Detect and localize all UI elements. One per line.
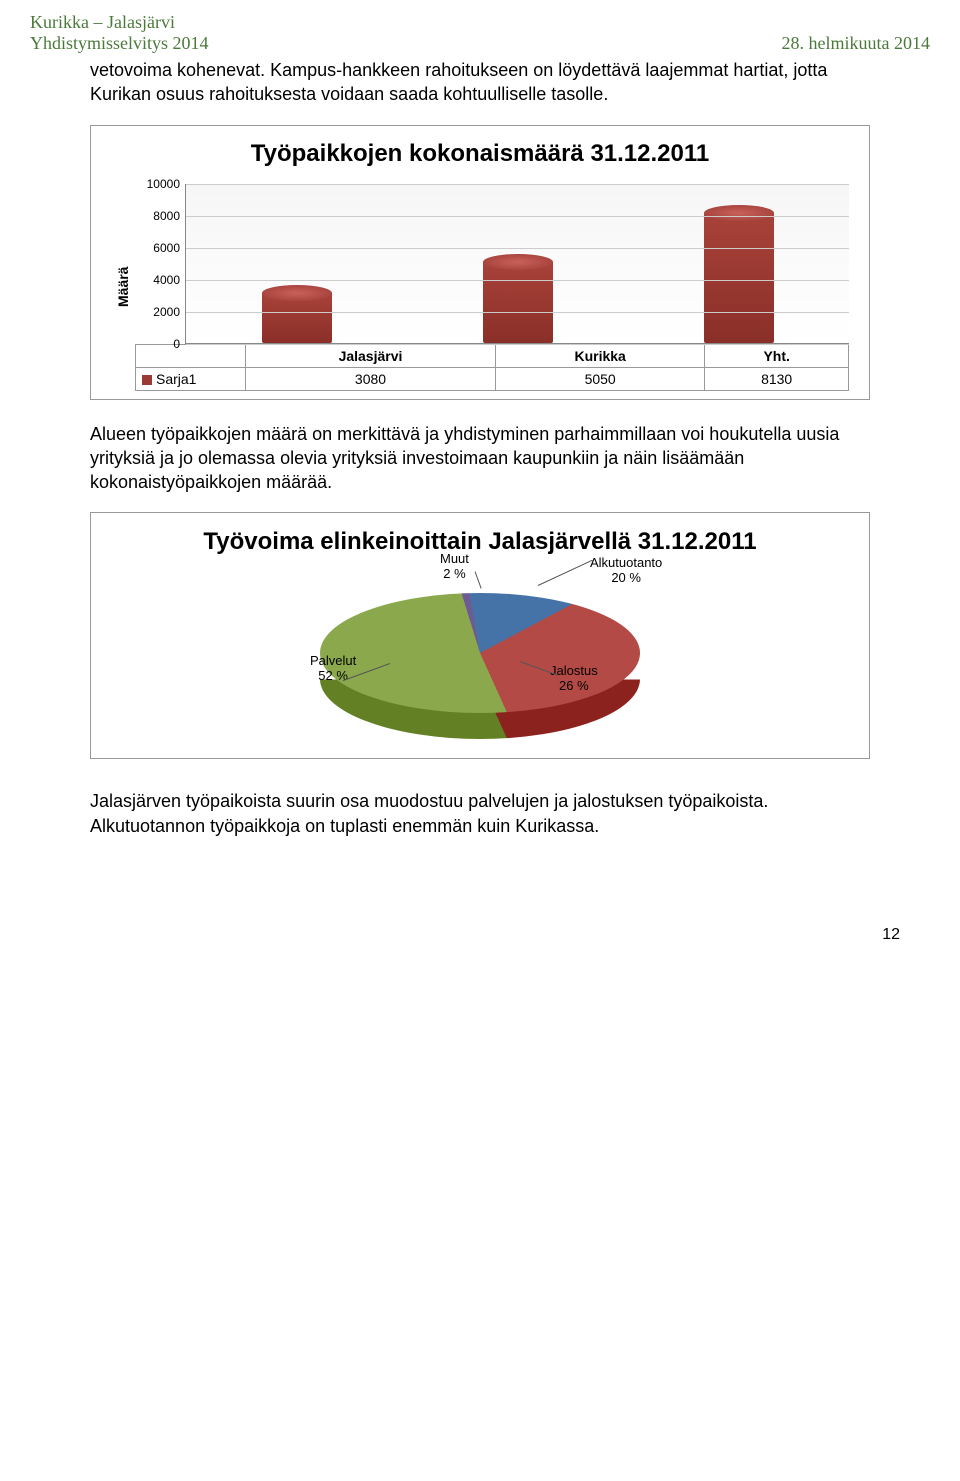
paragraph-1: vetovoima kohenevat. Kampus-hankkeen rah… — [90, 58, 870, 107]
bar-chart-box: Työpaikkojen kokonaismäärä 31.12.2011 Mä… — [90, 125, 870, 400]
pie-slice-label: Muut2 % — [440, 551, 469, 581]
pie-slice-label: Jalostus26 % — [550, 663, 598, 693]
bar — [483, 262, 553, 343]
page-content: vetovoima kohenevat. Kampus-hankkeen rah… — [0, 58, 960, 896]
pie-face — [320, 593, 640, 713]
pie-chart-box: Työvoima elinkeinoittain Jalasjärvellä 3… — [90, 512, 870, 759]
gridline — [186, 280, 849, 281]
column-header: Yht. — [705, 344, 849, 367]
table-row: Sarja1 308050508130 — [136, 367, 849, 390]
ytick-label: 4000 — [153, 273, 186, 287]
bar — [704, 213, 774, 343]
header-left-line1: Kurikka – Jalasjärvi — [30, 12, 209, 33]
header-date: 28. helmikuuta 2014 — [782, 33, 930, 53]
bar-chart-data-table: JalasjärviKurikkaYht. Sarja1 30805050813… — [135, 344, 849, 391]
bar — [262, 293, 332, 342]
series-name: Sarja1 — [156, 371, 196, 387]
pie-chart: Alkutuotanto20 %Jalostus26 %Palvelut52 %… — [111, 573, 849, 718]
bar-chart-title: Työpaikkojen kokonaismäärä 31.12.2011 — [111, 140, 849, 168]
gridline — [186, 216, 849, 217]
gridline — [186, 184, 849, 185]
paragraph-3: Jalasjärven työpaikoista suurin osa muod… — [90, 789, 870, 838]
paragraph-2: Alueen työpaikkojen määrä on merkittävä … — [90, 422, 870, 495]
gridline — [186, 312, 849, 313]
bar-chart: 0200040006000800010000 JalasjärviKurikka… — [135, 184, 849, 391]
ytick-label: 10000 — [147, 177, 186, 191]
pie-slice-label: Palvelut52 % — [310, 653, 356, 683]
ytick-label: 0 — [173, 337, 186, 351]
pie-leader-line — [475, 572, 482, 589]
header-right: 28. helmikuuta 2014 — [782, 33, 930, 54]
pie-slice-label: Alkutuotanto20 % — [590, 555, 662, 585]
column-header: Kurikka — [495, 344, 704, 367]
cell-value: 8130 — [705, 367, 849, 390]
gridline — [186, 344, 849, 345]
bar-chart-yaxis-label: Määrä — [111, 207, 135, 367]
bar-chart-plot-area: 0200040006000800010000 — [185, 184, 849, 344]
cell-value: 3080 — [246, 367, 496, 390]
page-header: Kurikka – Jalasjärvi Yhdistymisselvitys … — [0, 0, 960, 58]
pie-3d: Alkutuotanto20 %Jalostus26 %Palvelut52 %… — [320, 593, 640, 713]
cell-value: 5050 — [495, 367, 704, 390]
gridline — [186, 248, 849, 249]
header-left-line2: Yhdistymisselvitys 2014 — [30, 33, 209, 54]
ytick-label: 6000 — [153, 241, 186, 255]
bar-chart-bars — [186, 184, 849, 343]
pie-chart-title: Työvoima elinkeinoittain Jalasjärvellä 3… — [111, 527, 849, 557]
page-number: 12 — [0, 896, 960, 964]
table-row: JalasjärviKurikkaYht. — [136, 344, 849, 367]
ytick-label: 2000 — [153, 305, 186, 319]
ytick-label: 8000 — [153, 209, 186, 223]
column-header: Jalasjärvi — [246, 344, 496, 367]
series-label-cell: Sarja1 — [136, 367, 246, 390]
header-left: Kurikka – Jalasjärvi Yhdistymisselvitys … — [30, 12, 209, 54]
pie-leader-line — [538, 560, 593, 586]
series-swatch — [142, 375, 152, 385]
